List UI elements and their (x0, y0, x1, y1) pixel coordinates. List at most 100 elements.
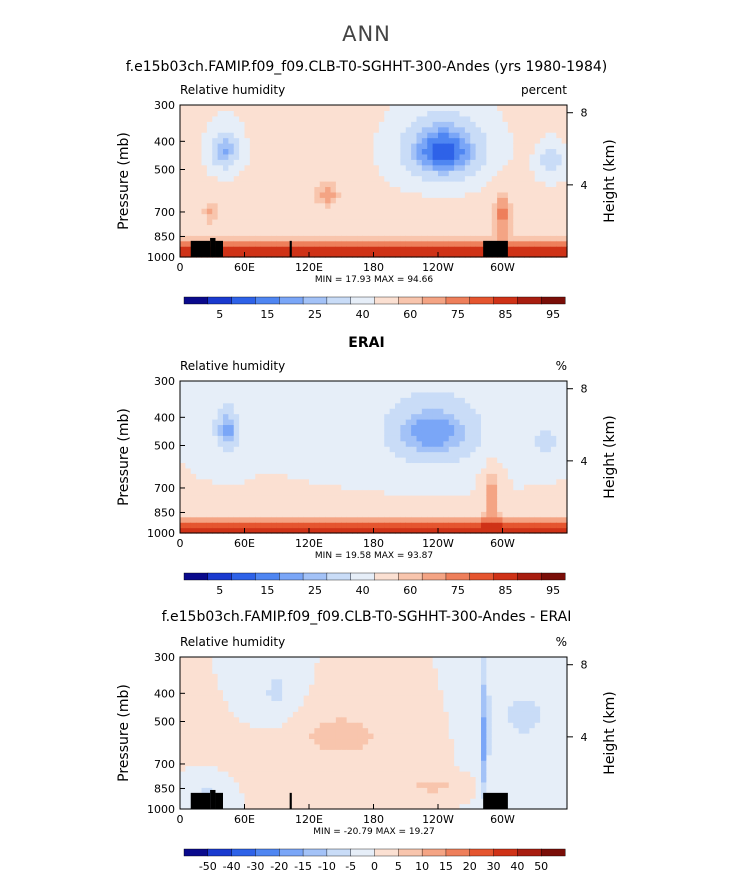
field-cell (292, 251, 299, 258)
field-cell (287, 678, 294, 685)
field-cell (513, 457, 520, 464)
field-cell (314, 137, 321, 144)
field-cell (249, 657, 256, 664)
field-cell (319, 246, 326, 253)
field-cell (255, 743, 262, 750)
field-cell (266, 457, 272, 464)
field-cell (432, 115, 439, 122)
field-cell (287, 765, 294, 772)
field-cell (212, 137, 219, 144)
field-cell (271, 467, 278, 474)
field-cell (233, 527, 240, 534)
field-cell (255, 727, 262, 734)
field-cell (190, 132, 197, 139)
field-cell (432, 505, 439, 512)
field-cell (190, 727, 197, 734)
field-cell (405, 121, 412, 128)
field-cell (180, 505, 186, 512)
field-cell (196, 489, 203, 496)
field-cell (217, 197, 224, 204)
field-cell (330, 148, 337, 155)
field-cell (529, 424, 536, 431)
field-cell (373, 153, 380, 160)
field-cell (319, 727, 326, 734)
field-cell (335, 711, 342, 718)
field-cell (502, 391, 509, 398)
field-cell (470, 235, 477, 242)
field-cell (373, 219, 380, 226)
field-cell (292, 240, 299, 247)
field-cell (362, 197, 369, 204)
field-cell (244, 662, 251, 669)
field-cell (201, 440, 208, 447)
field-cell (212, 429, 219, 436)
field-cell (266, 798, 272, 805)
field-cell (475, 224, 482, 231)
field-cell (550, 500, 557, 507)
field-cell (206, 662, 213, 669)
field-cell (206, 186, 213, 193)
field-cell (260, 246, 267, 253)
field-cell (443, 148, 450, 155)
field-cell (319, 716, 326, 723)
field-cell (497, 110, 504, 117)
field-cell (475, 208, 482, 215)
field-cell (201, 137, 208, 144)
field-cell (502, 202, 509, 209)
field-cell (260, 202, 267, 209)
field-cell (319, 251, 326, 258)
field-cell (534, 246, 541, 253)
field-cell (486, 148, 493, 155)
field-cell (223, 771, 229, 778)
field-cell (335, 765, 342, 772)
field-cell (405, 489, 412, 496)
field-cell (373, 467, 380, 474)
field-cell (325, 484, 332, 491)
field-cell (384, 527, 391, 534)
field-cell (244, 235, 251, 242)
field-cell (556, 413, 563, 420)
field-cell (190, 391, 197, 398)
field-cell (459, 219, 466, 226)
field-cell (292, 181, 299, 188)
field-cell (190, 440, 197, 447)
field-cell (529, 148, 536, 155)
field-cell (185, 457, 192, 464)
field-cell (276, 716, 283, 723)
field-cell (180, 754, 186, 761)
field-cell (368, 408, 375, 415)
field-cell (206, 495, 213, 502)
field-cell (190, 467, 197, 474)
field-cell (266, 115, 272, 122)
field-cell (448, 213, 455, 220)
field-cell (314, 667, 321, 674)
field-cell (206, 143, 213, 150)
field-cell (309, 419, 315, 426)
field-cell (260, 153, 267, 160)
field-cell (346, 495, 353, 502)
field-cell (255, 202, 262, 209)
field-cell (346, 191, 353, 198)
field-cell (196, 522, 203, 529)
field-cell (314, 749, 321, 756)
field-cell (212, 446, 219, 453)
field-cell (352, 170, 358, 177)
field-cell (524, 186, 530, 193)
field-cell (190, 705, 197, 712)
field-cell (448, 164, 455, 171)
field-cell (282, 381, 289, 388)
field-cell (518, 419, 525, 426)
field-cell (464, 246, 471, 253)
field-cell (362, 229, 369, 236)
field-cell (185, 110, 192, 117)
field-cell (395, 105, 401, 112)
field-cell (180, 467, 186, 474)
field-cell (185, 164, 192, 171)
field-cell (497, 381, 504, 388)
colorbar-label: 95 (546, 584, 560, 597)
field-cell (464, 440, 471, 447)
field-cell (239, 402, 246, 409)
field-cell (513, 527, 520, 534)
field-cell (266, 397, 272, 404)
field-cell (335, 473, 342, 480)
